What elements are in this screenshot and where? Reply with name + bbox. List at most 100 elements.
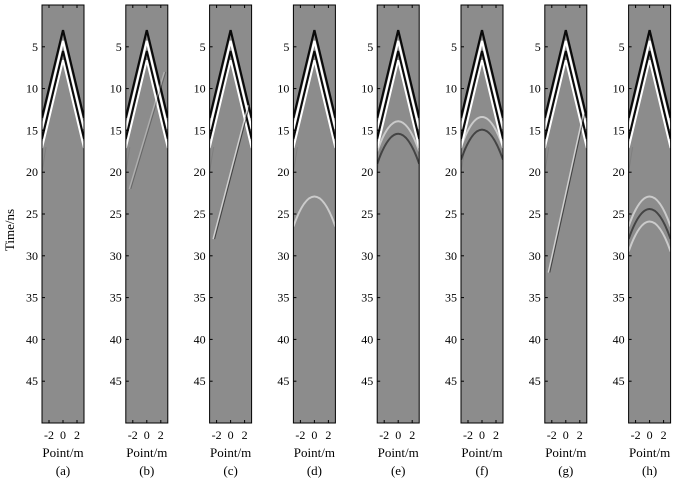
wavefield bbox=[125, 29, 168, 190]
panel-caption: (g) bbox=[558, 463, 573, 478]
direct-wave-band-3 bbox=[209, 50, 252, 140]
direct-wave-band-3 bbox=[42, 50, 84, 140]
panel-caption: (a) bbox=[56, 463, 70, 478]
x-axis-label: Point/m bbox=[126, 445, 167, 460]
panel-caption: (e) bbox=[391, 463, 405, 478]
y-tick-label: 35 bbox=[529, 291, 541, 305]
y-tick-label: 40 bbox=[445, 332, 457, 346]
y-tick-label: 10 bbox=[277, 82, 289, 96]
y-tick-label: 45 bbox=[110, 374, 122, 388]
x-tick-label: -2 bbox=[212, 428, 222, 442]
reflection-hyperbola bbox=[461, 128, 503, 161]
y-tick-label: 10 bbox=[529, 82, 541, 96]
x-tick-label: -2 bbox=[631, 428, 641, 442]
y-tick-label: 30 bbox=[361, 249, 373, 263]
wavefield bbox=[293, 29, 336, 227]
y-tick-label: 30 bbox=[529, 249, 541, 263]
y-tick-label: 30 bbox=[613, 249, 625, 263]
panel-caption: (d) bbox=[307, 463, 322, 478]
direct-wave-tail bbox=[293, 147, 298, 173]
direct-wave-band-4 bbox=[377, 59, 420, 149]
panel-background bbox=[628, 5, 671, 423]
y-tick-label: 15 bbox=[613, 123, 625, 137]
y-tick-label: 25 bbox=[613, 207, 625, 221]
x-axis-label: Point/m bbox=[294, 445, 335, 460]
y-tick-label: 20 bbox=[277, 165, 289, 179]
wavefield bbox=[377, 29, 420, 173]
panel-5: 5 10 15 20 25 30 35 40 45 -2 0 2 Point/m (e) bbox=[361, 4, 420, 478]
direct-wave-band-4 bbox=[544, 59, 587, 149]
direct-wave-band-1 bbox=[377, 29, 420, 119]
reflection-hyperbola bbox=[377, 120, 420, 152]
y-tick-label: 5 bbox=[32, 40, 38, 54]
x-tick-label: -2 bbox=[128, 428, 138, 442]
y-tick-label: 35 bbox=[445, 291, 457, 305]
y-tick-label: 5 bbox=[535, 40, 541, 54]
y-tick-label: 10 bbox=[361, 82, 373, 96]
y-tick-label: 30 bbox=[26, 249, 38, 263]
x-axis-label: Point/m bbox=[461, 445, 502, 460]
y-tick-label: 25 bbox=[361, 207, 373, 221]
y-tick-label: 20 bbox=[613, 165, 625, 179]
y-tick-label: 25 bbox=[110, 207, 122, 221]
y-tick-label: 20 bbox=[361, 165, 373, 179]
y-tick-label: 30 bbox=[445, 249, 457, 263]
direct-wave-tail bbox=[628, 147, 634, 173]
y-tick-label: 35 bbox=[194, 291, 206, 305]
y-tick-label: 5 bbox=[200, 40, 206, 54]
y-axis-label: Time/ns bbox=[2, 209, 17, 251]
x-tick-label: -2 bbox=[44, 428, 54, 442]
y-tick-label: 40 bbox=[613, 332, 625, 346]
panel-background bbox=[209, 5, 252, 423]
reflection-hyperbola bbox=[628, 208, 671, 240]
y-tick-label: 5 bbox=[451, 40, 457, 54]
direct-wave-band-1 bbox=[125, 29, 168, 119]
y-tick-label: 45 bbox=[445, 374, 457, 388]
y-tick-label: 5 bbox=[367, 40, 373, 54]
panel-caption: (h) bbox=[642, 463, 657, 478]
x-tick-label: -2 bbox=[547, 428, 557, 442]
x-axis-label: Point/m bbox=[545, 445, 586, 460]
y-tick-label: 40 bbox=[110, 332, 122, 346]
panel-4: 5 10 15 20 25 30 35 40 45 -2 0 2 Point/m (d) bbox=[277, 4, 336, 478]
reflection-hyperbola bbox=[461, 116, 503, 148]
reflection-diagonal-shadow bbox=[130, 71, 167, 190]
x-tick-label: 2 bbox=[158, 428, 164, 442]
direct-wave-band-2 bbox=[42, 40, 84, 129]
y-tick-label: 20 bbox=[110, 165, 122, 179]
reflection-hyperbola bbox=[293, 195, 336, 227]
wavefield bbox=[461, 29, 503, 173]
y-tick-label: 30 bbox=[110, 249, 122, 263]
direct-wave-band-4 bbox=[125, 59, 168, 149]
x-tick-label: 2 bbox=[493, 428, 499, 442]
panel-1: 5 10 15 20 25 30 35 40 45 -2 0 2 Point/m (a) bbox=[26, 4, 85, 478]
x-tick-label: 0 bbox=[395, 428, 401, 442]
x-tick-label: 0 bbox=[311, 428, 317, 442]
x-tick-label: 2 bbox=[409, 428, 415, 442]
direct-wave-band-2 bbox=[293, 40, 336, 129]
panel-7: 5 10 15 20 25 30 35 40 45 -2 0 2 Point/m (g) bbox=[529, 4, 588, 478]
y-tick-label: 10 bbox=[26, 82, 38, 96]
x-tick-label: 2 bbox=[661, 428, 667, 442]
panel-caption: (f) bbox=[476, 463, 489, 478]
y-tick-label: 35 bbox=[613, 291, 625, 305]
panel-caption: (c) bbox=[223, 463, 237, 478]
direct-wave-band-3 bbox=[628, 50, 671, 140]
reflection-hyperbola bbox=[628, 220, 671, 252]
y-tick-label: 45 bbox=[361, 374, 373, 388]
reflection-diagonal bbox=[212, 105, 249, 240]
y-tick-label: 15 bbox=[277, 123, 289, 137]
panel-8: 5 10 15 20 25 30 35 40 45 -2 0 2 Point/m (h) bbox=[613, 4, 672, 478]
y-tick-label: 45 bbox=[529, 374, 541, 388]
x-tick-label: 2 bbox=[325, 428, 331, 442]
reflection-diagonal-shadow bbox=[214, 105, 251, 240]
direct-wave-band-4 bbox=[461, 59, 503, 149]
y-tick-label: 20 bbox=[445, 165, 457, 179]
panel-background bbox=[42, 5, 84, 423]
x-axis-label: Point/m bbox=[42, 445, 83, 460]
panel-background bbox=[293, 5, 336, 423]
direct-wave-band-4 bbox=[628, 59, 671, 149]
panel-background bbox=[544, 5, 587, 423]
x-axis-label: Point/m bbox=[210, 445, 251, 460]
